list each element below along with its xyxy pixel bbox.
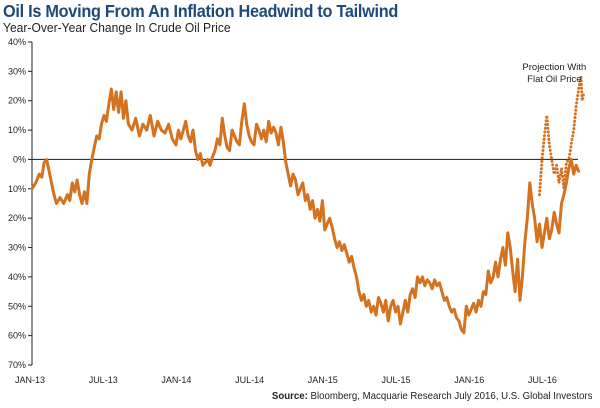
annotation-line-2: Flat Oil Price <box>527 74 581 85</box>
y-tick-label: 40% <box>8 37 26 47</box>
source-text: Bloomberg, Macquarie Research July 2016,… <box>307 390 592 402</box>
chart-subtitle: Year-Over-Year Change In Crude Oil Price <box>3 20 231 35</box>
annotation-line-1: Projection With <box>522 62 586 73</box>
y-tick-label: 30% <box>8 243 26 253</box>
y-tick-label: 0% <box>13 154 26 164</box>
x-tick-label: JUL-15 <box>381 375 410 385</box>
source-label: Source: <box>271 390 308 402</box>
y-tick-label: 60% <box>8 331 26 341</box>
y-tick-label: 20% <box>8 96 26 106</box>
y-axis: 40% 30% 20% 10% 0% 10% 20% 30% 40% 50% 60% 70% <box>8 37 33 370</box>
x-tick-label: JAN-14 <box>161 375 191 385</box>
x-tick-label: JAN-16 <box>454 375 484 385</box>
y-tick-label: 30% <box>8 66 26 76</box>
x-tick-label: JAN-15 <box>308 375 338 385</box>
chart-title: Oil Is Moving From An Inflation Headwind… <box>3 1 399 21</box>
x-tick-label: JUL-16 <box>528 375 557 385</box>
x-axis: JAN-13 JUL-13 JAN-14 JUL-14 JAN-15 JUL-15 JAN-… <box>15 375 557 385</box>
x-tick-label: JAN-13 <box>15 375 45 385</box>
series-line-projection <box>538 76 585 197</box>
series-line-actual <box>30 87 581 335</box>
y-tick-label: 10% <box>8 125 26 135</box>
y-tick-label: 40% <box>8 272 26 282</box>
x-tick-label: JUL-13 <box>89 375 118 385</box>
x-tick-label: JUL-14 <box>235 375 264 385</box>
y-tick-label: 70% <box>8 360 26 370</box>
y-tick-label: 10% <box>8 184 26 194</box>
y-tick-label: 50% <box>8 301 26 311</box>
y-tick-label: 20% <box>8 213 26 223</box>
source-note: Source: Bloomberg, Macquarie Research Ju… <box>271 390 592 402</box>
